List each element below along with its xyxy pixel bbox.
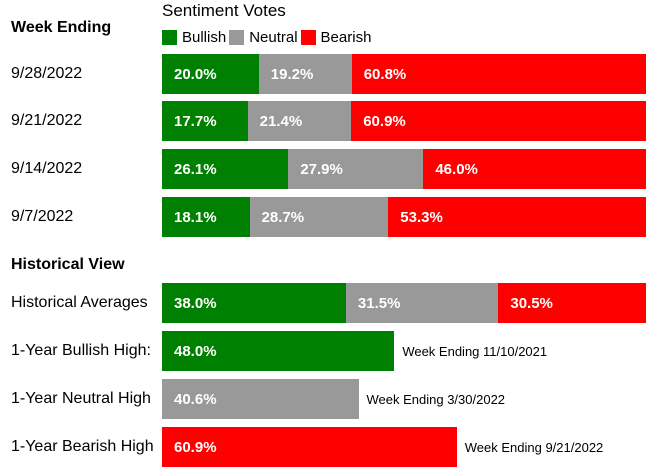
high-date-note-bearish: Week Ending 9/21/2022 (464, 439, 604, 455)
stacked-bar-9-28-2022: 20.0% 19.2% 60.8% (162, 54, 646, 94)
legend-label-neutral: Neutral (249, 29, 298, 46)
week-ending-title: Week Ending (11, 19, 112, 36)
bar-segment-neutral-9-28-2022: 19.2% (258, 54, 352, 94)
legend-swatch-neutral (229, 30, 245, 45)
bar-segment-bullish-9-28-2022: 20.0% (162, 54, 259, 94)
legend-label-bearish: Bearish (320, 29, 372, 46)
legend-item-neutral: Neutral (229, 29, 298, 46)
high-date-note-neutral: Week Ending 3/30/2022 (366, 391, 506, 407)
row-label-1-year-bullish-high: 1-Year Bullish High: (11, 342, 151, 359)
bar-segment-bearish-9-28-2022: 60.8% (351, 54, 646, 94)
bar-segment-neutral-9-7-2022: 28.7% (249, 197, 389, 237)
bar-segment-bearish-9-14-2022: 46.0% (423, 149, 646, 189)
legend-item-bullish: Bullish (162, 29, 226, 46)
row-label-9-21-2022: 9/21/2022 (11, 112, 83, 129)
high-bar-bearish: 60.9% (162, 427, 457, 467)
bar-segment-neutral-historical-averages: 31.5% (345, 283, 499, 323)
legend-swatch-bullish (162, 30, 177, 45)
high-date-note-bullish: Week Ending 11/10/2021 (402, 343, 548, 359)
stacked-bar-9-21-2022: 17.7% 21.4% 60.9% (162, 101, 646, 141)
bar-segment-bearish-9-7-2022: 53.3% (388, 197, 647, 237)
bar-segment-bullish-9-7-2022: 18.1% (162, 197, 250, 237)
bar-segment-bearish-9-21-2022: 60.9% (351, 101, 646, 141)
high-bar-bullish: 48.0% (162, 331, 395, 371)
stacked-bar-historical-averages: 38.0% 31.5% 30.5% (162, 283, 646, 323)
legend-swatch-bearish (300, 30, 316, 45)
bar-segment-bullish-historical-averages: 38.0% (162, 283, 346, 323)
stacked-bar-9-14-2022: 26.1% 27.9% 46.0% (162, 149, 646, 189)
chart-legend: Bullish Neutral Bearish (162, 29, 374, 46)
legend-item-bearish: Bearish (300, 29, 372, 46)
stacked-bar-9-7-2022: 18.1% 28.7% 53.3% (162, 197, 647, 237)
bar-segment-bullish-9-21-2022: 17.7% (162, 101, 248, 141)
row-label-historical-averages: Historical Averages (11, 294, 148, 311)
legend-label-bullish: Bullish (182, 29, 227, 46)
bar-segment-neutral-9-14-2022: 27.9% (288, 149, 424, 189)
row-label-9-7-2022: 9/7/2022 (11, 208, 74, 225)
bar-segment-neutral-9-21-2022: 21.4% (247, 101, 352, 141)
row-label-1-year-bearish-high: 1-Year Bearish High (11, 438, 154, 455)
sentiment-votes-title: Sentiment Votes (162, 1, 286, 20)
bar-segment-bearish-historical-averages: 30.5% (498, 283, 646, 323)
high-bar-neutral: 40.6% (162, 379, 359, 419)
row-label-9-28-2022: 9/28/2022 (11, 65, 83, 82)
bar-segment-bullish-9-14-2022: 26.1% (162, 149, 289, 189)
historical-view-title: Historical View (11, 256, 125, 273)
row-label-9-14-2022: 9/14/2022 (11, 160, 83, 177)
row-label-1-year-neutral-high: 1-Year Neutral High (11, 390, 151, 407)
